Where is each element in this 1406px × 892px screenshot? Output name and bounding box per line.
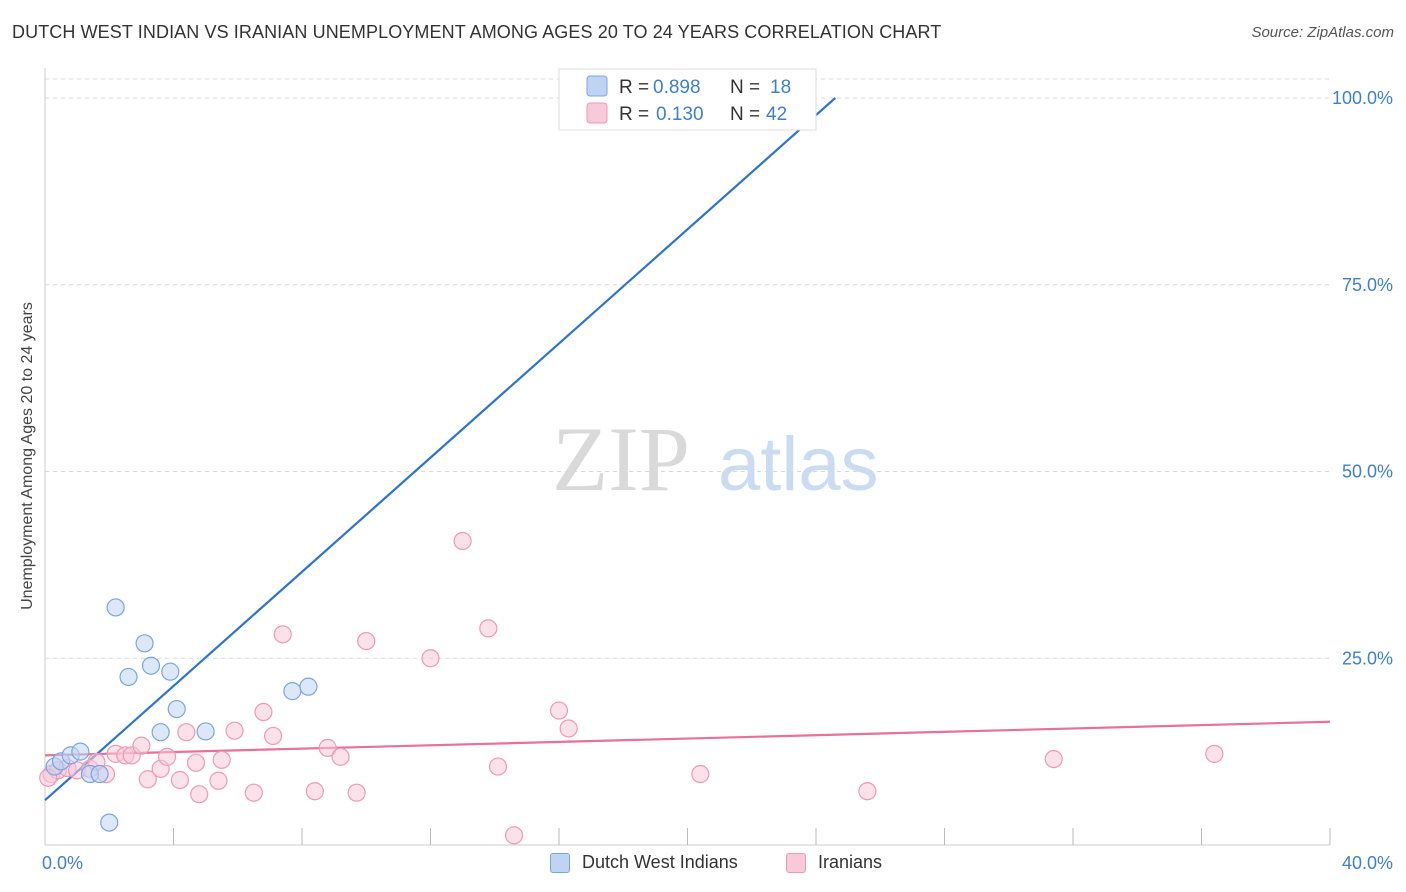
point-iranian: [504, 826, 524, 845]
point-dutch: [71, 742, 90, 761]
bottom-legend-label-iranian: Iranians: [818, 852, 883, 872]
point-iranian: [186, 753, 206, 772]
point-dutch: [167, 699, 186, 719]
point-iranian: [858, 782, 877, 801]
point-iranian: [305, 782, 324, 801]
chart-title: DUTCH WEST INDIAN VS IRANIAN UNEMPLOYMEN…: [12, 22, 942, 42]
point-iranian: [559, 719, 578, 738]
point-dutch: [106, 598, 125, 617]
y-tick-label: 75.0%: [1342, 275, 1393, 295]
gridlines: [45, 78, 1330, 659]
legend-r-value-1: 0.130: [656, 104, 704, 125]
point-iranian: [212, 750, 231, 769]
point-iranian: [357, 631, 376, 651]
point-dutch: [299, 677, 318, 696]
point-dutch: [141, 656, 161, 675]
point-iranian: [331, 747, 350, 766]
point-iranian: [488, 757, 508, 776]
trendlines: [44, 97, 1331, 802]
bottom-legend-swatch-iranian: [786, 852, 806, 873]
legend-swatch-dutch: [586, 75, 608, 97]
point-dutch: [90, 764, 109, 784]
bottom-legend-swatch-dutch: [550, 852, 570, 873]
legend-swatch-iranian: [586, 102, 608, 124]
point-iranian: [138, 770, 157, 789]
point-iranian: [157, 747, 177, 766]
point-iranian: [209, 771, 228, 790]
legend-n-value-1: 42: [766, 104, 787, 125]
point-dutch: [100, 813, 119, 832]
y-axis-label: Unemployment Among Ages 20 to 24 years: [19, 302, 36, 610]
y-tick-label: 50.0%: [1342, 462, 1393, 482]
y-tick-label: 25.0%: [1342, 648, 1393, 668]
point-iranian: [691, 764, 710, 784]
point-iranian: [453, 531, 472, 551]
bottom-legend-dutch: Dutch West Indians: [550, 852, 738, 873]
bottom-legend: Dutch West Indians Iranians: [0, 848, 1406, 878]
x-tick-label: 0.0%: [42, 853, 83, 873]
point-iranian: [254, 702, 273, 722]
y-tick-label: 100.0%: [1332, 88, 1393, 108]
point-iranian: [225, 721, 244, 740]
point-iranian: [347, 783, 366, 802]
point-iranian: [244, 783, 263, 802]
point-iranian: [421, 649, 440, 668]
point-iranian: [273, 625, 292, 644]
point-iranian: [263, 726, 283, 746]
correlation-legend: R = 0.898 N = 18 R = 0.130 N = 42: [558, 68, 817, 131]
watermark-atlas: atlas: [718, 422, 879, 507]
point-iranian: [479, 619, 498, 638]
legend-r-value-0: 0.898: [653, 77, 701, 98]
point-dutch: [196, 722, 215, 741]
point-iranian: [177, 723, 196, 742]
point-dutch: [283, 682, 302, 701]
axes: 25.0% 50.0% 75.0% 100.0% 0.0% 40.0%: [42, 68, 1393, 873]
trendline-iranian: [44, 720, 1331, 757]
bottom-legend-label-dutch: Dutch West Indians: [582, 852, 738, 872]
point-iranian: [1044, 749, 1063, 769]
point-iranian: [190, 785, 209, 804]
point-iranian: [132, 736, 151, 755]
bottom-legend-iranian: Iranians: [786, 852, 882, 873]
legend-n-label-0: N =: [730, 77, 760, 98]
legend-n-value-0: 18: [770, 77, 791, 98]
point-iranian: [170, 770, 190, 790]
legend-n-label-1: N =: [730, 104, 760, 125]
point-dutch: [119, 667, 138, 687]
point-iranian: [1205, 744, 1224, 763]
trendline-dutch: [44, 97, 837, 802]
data-points: [39, 88, 1224, 845]
watermark-zip: ZIP: [552, 408, 690, 510]
point-dutch: [161, 662, 180, 681]
point-iranian: [318, 738, 337, 757]
legend-r-label-1: R =: [619, 104, 649, 125]
source-label: Source: ZipAtlas.com: [1251, 24, 1394, 41]
x-tick-label: 40.0%: [1342, 853, 1393, 873]
point-dutch: [135, 634, 154, 653]
point-iranian: [549, 701, 569, 720]
point-dutch: [151, 723, 170, 742]
legend-r-label-0: R =: [619, 77, 649, 98]
